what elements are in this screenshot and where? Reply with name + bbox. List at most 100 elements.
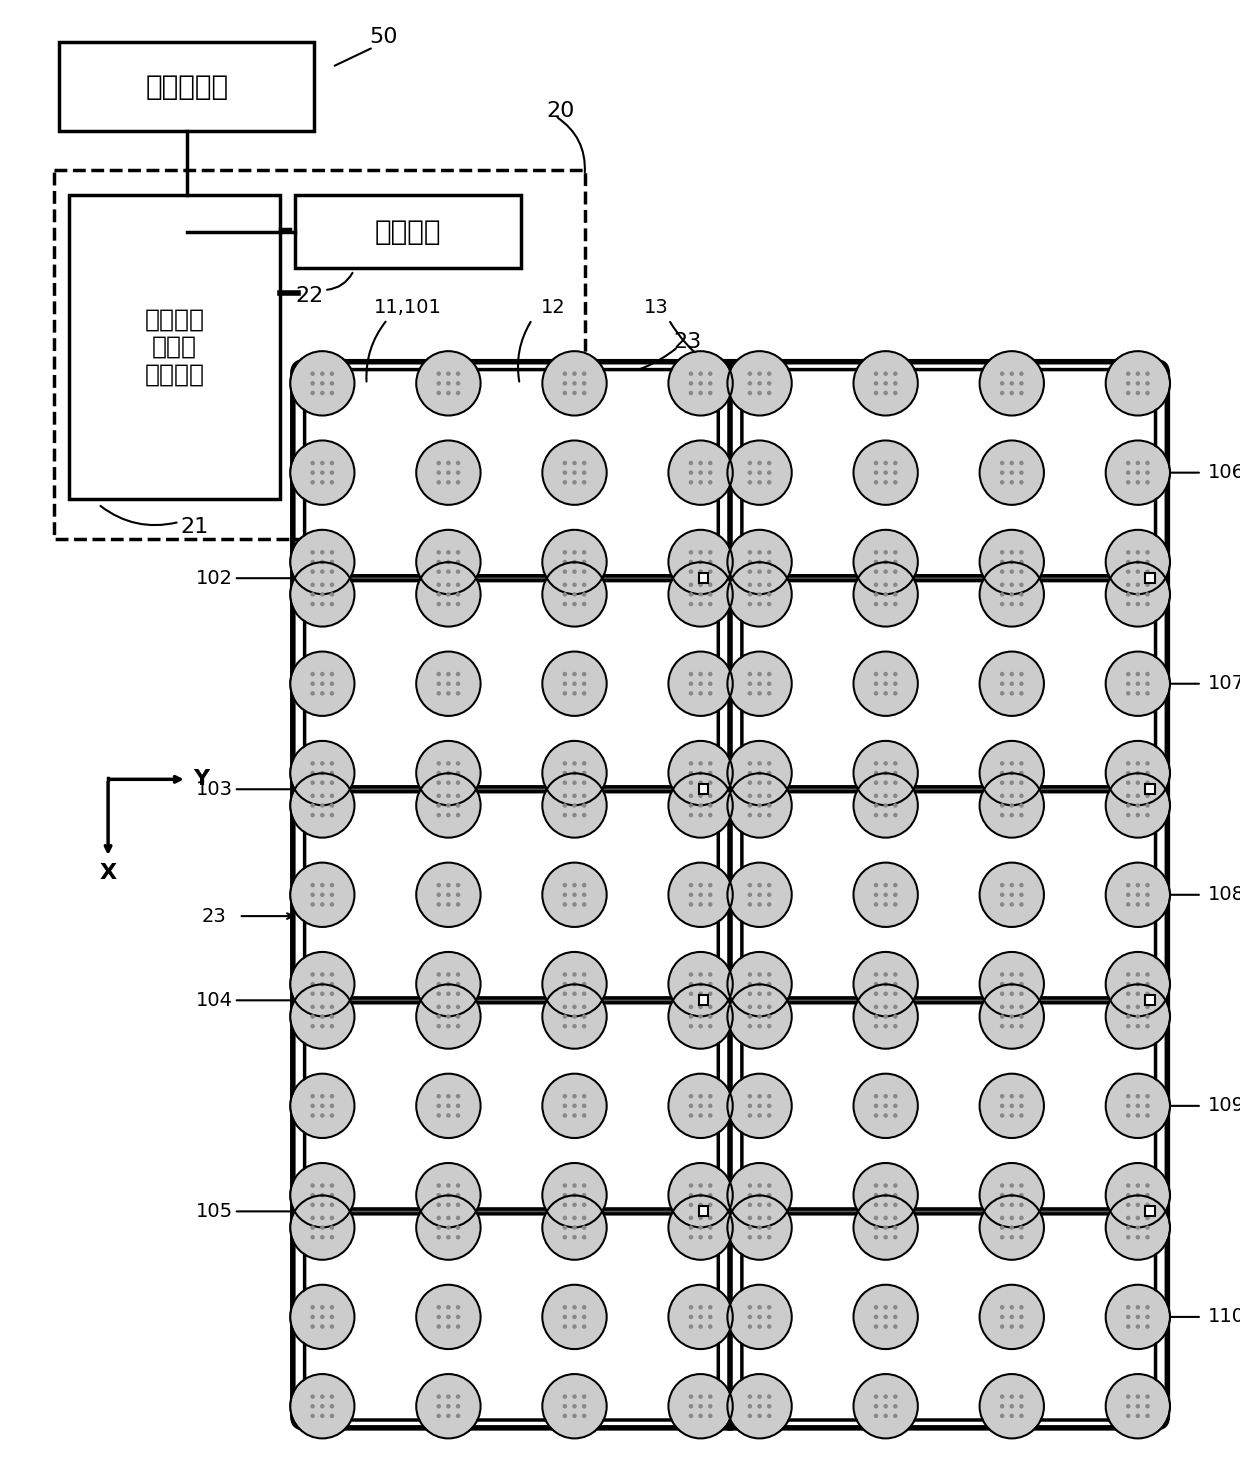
Circle shape <box>999 882 1004 887</box>
Circle shape <box>981 1286 1043 1348</box>
Text: 105: 105 <box>196 1201 233 1221</box>
Circle shape <box>1136 461 1140 466</box>
Circle shape <box>320 793 325 798</box>
Circle shape <box>1019 973 1024 977</box>
Circle shape <box>708 973 713 977</box>
Circle shape <box>563 480 567 485</box>
Circle shape <box>748 973 753 977</box>
Circle shape <box>330 761 335 765</box>
Circle shape <box>446 804 450 808</box>
Circle shape <box>320 761 325 765</box>
Circle shape <box>698 1305 703 1309</box>
Circle shape <box>572 1183 577 1188</box>
Circle shape <box>758 1023 761 1028</box>
Circle shape <box>1019 480 1024 485</box>
Circle shape <box>758 550 761 555</box>
Circle shape <box>748 882 753 887</box>
Circle shape <box>1009 602 1014 607</box>
Circle shape <box>417 954 480 1016</box>
Circle shape <box>1019 804 1024 808</box>
Circle shape <box>436 1114 441 1118</box>
Circle shape <box>563 793 567 798</box>
Circle shape <box>883 1014 888 1019</box>
Circle shape <box>572 1324 577 1329</box>
Circle shape <box>883 470 888 475</box>
Circle shape <box>456 1314 460 1320</box>
Circle shape <box>708 1192 713 1197</box>
Circle shape <box>1126 1203 1131 1207</box>
Circle shape <box>1126 672 1131 676</box>
Circle shape <box>436 780 441 785</box>
Circle shape <box>582 793 587 798</box>
Circle shape <box>748 1394 753 1398</box>
Circle shape <box>688 672 693 676</box>
Circle shape <box>670 442 732 504</box>
Circle shape <box>1126 793 1131 798</box>
Circle shape <box>310 1314 315 1320</box>
Circle shape <box>1009 1023 1014 1028</box>
Circle shape <box>748 1023 753 1028</box>
Circle shape <box>670 531 732 593</box>
Circle shape <box>748 1324 753 1329</box>
Circle shape <box>572 1314 577 1320</box>
Circle shape <box>320 1094 325 1099</box>
Circle shape <box>320 804 325 808</box>
Circle shape <box>688 1203 693 1207</box>
Circle shape <box>981 351 1043 415</box>
Circle shape <box>456 1203 460 1207</box>
Circle shape <box>330 672 335 676</box>
Circle shape <box>563 672 567 676</box>
Circle shape <box>1009 982 1014 986</box>
Circle shape <box>708 780 713 785</box>
Text: 23: 23 <box>202 906 227 925</box>
Circle shape <box>1106 863 1169 925</box>
Circle shape <box>768 1014 771 1019</box>
Circle shape <box>1126 1023 1131 1028</box>
Circle shape <box>1106 985 1169 1047</box>
Bar <box>698 995 708 1005</box>
Circle shape <box>436 381 441 386</box>
Circle shape <box>563 1235 567 1240</box>
Circle shape <box>1126 480 1131 485</box>
Circle shape <box>543 742 605 804</box>
Circle shape <box>883 780 888 785</box>
Circle shape <box>330 1192 335 1197</box>
Circle shape <box>572 1103 577 1108</box>
Circle shape <box>1019 1404 1024 1409</box>
Circle shape <box>758 813 761 817</box>
Circle shape <box>874 771 878 776</box>
Circle shape <box>981 564 1043 626</box>
Circle shape <box>708 982 713 986</box>
Circle shape <box>1019 1225 1024 1229</box>
Circle shape <box>582 1225 587 1229</box>
Circle shape <box>768 761 771 765</box>
Circle shape <box>330 893 335 897</box>
Circle shape <box>854 1075 916 1137</box>
Circle shape <box>543 564 605 626</box>
Circle shape <box>417 774 480 836</box>
Circle shape <box>748 682 753 687</box>
Circle shape <box>417 531 480 593</box>
Circle shape <box>883 1192 888 1197</box>
Circle shape <box>563 893 567 897</box>
Circle shape <box>874 793 878 798</box>
Circle shape <box>748 1235 753 1240</box>
Circle shape <box>768 992 771 997</box>
Circle shape <box>981 1164 1043 1226</box>
Circle shape <box>446 1183 450 1188</box>
Circle shape <box>320 992 325 997</box>
Circle shape <box>563 1305 567 1309</box>
Circle shape <box>572 1235 577 1240</box>
Circle shape <box>698 381 703 386</box>
Circle shape <box>320 1103 325 1108</box>
Circle shape <box>883 982 888 986</box>
Circle shape <box>582 1192 587 1197</box>
Circle shape <box>1019 381 1024 386</box>
Circle shape <box>688 793 693 798</box>
Circle shape <box>1126 1324 1131 1329</box>
Circle shape <box>999 672 1004 676</box>
Circle shape <box>456 559 460 564</box>
Circle shape <box>758 1103 761 1108</box>
Circle shape <box>446 1192 450 1197</box>
Circle shape <box>768 1305 771 1309</box>
